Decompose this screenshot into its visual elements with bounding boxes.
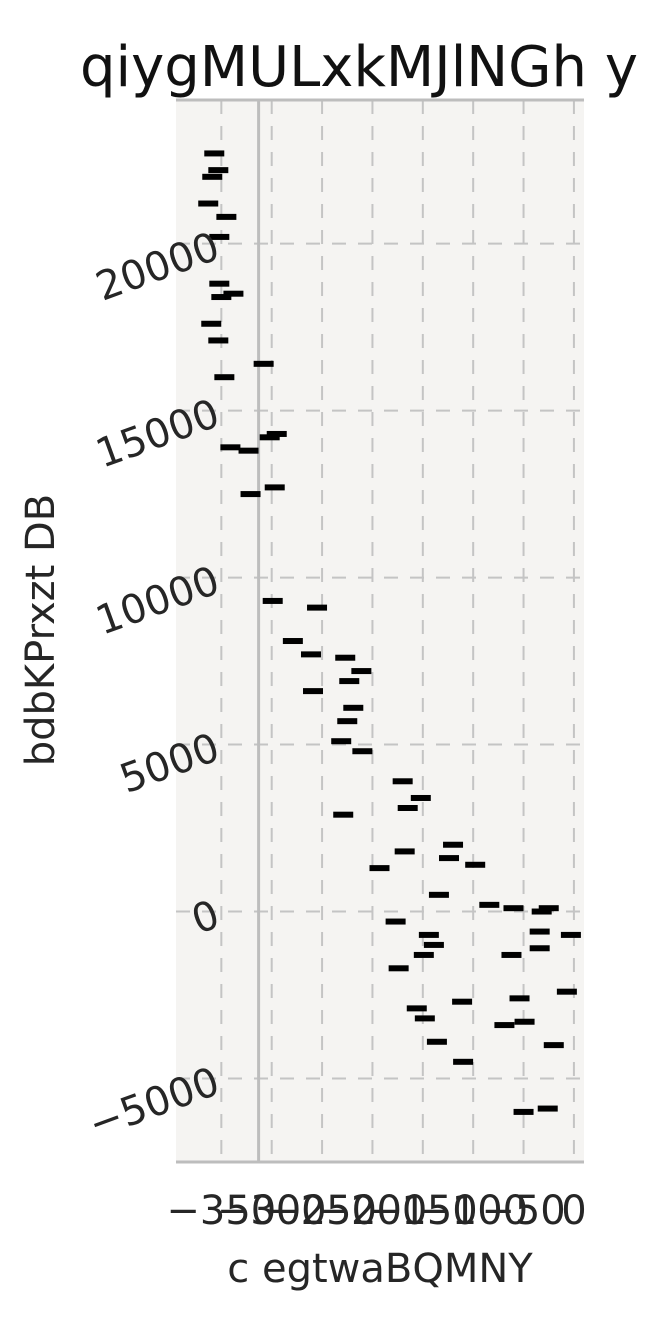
data-point bbox=[513, 1108, 534, 1115]
data-point bbox=[208, 167, 229, 174]
data-point bbox=[214, 374, 235, 381]
data-point bbox=[209, 233, 230, 240]
data-point bbox=[300, 651, 321, 658]
data-point bbox=[453, 1058, 474, 1065]
data-point bbox=[266, 430, 287, 437]
data-point bbox=[208, 337, 229, 344]
data-point bbox=[501, 951, 522, 958]
data-point bbox=[428, 891, 449, 898]
data-point bbox=[452, 998, 473, 1005]
data-point bbox=[418, 931, 439, 938]
data-point bbox=[538, 905, 559, 912]
data-point bbox=[426, 1038, 447, 1045]
data-point bbox=[282, 638, 303, 645]
data-point bbox=[369, 865, 390, 872]
data-point bbox=[397, 805, 418, 811]
data-point bbox=[406, 1005, 427, 1012]
data-point bbox=[238, 447, 259, 454]
data-point bbox=[439, 855, 460, 862]
data-point bbox=[394, 848, 415, 855]
data-point bbox=[204, 150, 225, 157]
data-point bbox=[443, 841, 464, 848]
x-tick-label: −250 bbox=[267, 1188, 377, 1234]
data-point bbox=[262, 597, 283, 604]
x-tick-label: −100 bbox=[418, 1188, 528, 1234]
x-tick-label: −50 bbox=[481, 1188, 565, 1234]
plot-background bbox=[176, 100, 584, 1162]
x-tick-label: 0 bbox=[561, 1188, 586, 1234]
x-tick-label: −200 bbox=[318, 1188, 428, 1234]
data-point bbox=[529, 945, 550, 952]
data-point bbox=[303, 688, 324, 695]
data-point bbox=[423, 941, 444, 948]
data-point bbox=[529, 928, 550, 935]
data-point bbox=[339, 678, 360, 685]
x-tick-label: −150 bbox=[368, 1188, 478, 1234]
data-point bbox=[343, 704, 364, 711]
data-point bbox=[556, 988, 577, 995]
data-point bbox=[211, 294, 232, 301]
x-axis-label: c egtwaBQMNY bbox=[227, 1246, 533, 1292]
data-point bbox=[385, 918, 406, 925]
data-point bbox=[216, 213, 237, 220]
data-point bbox=[264, 484, 285, 491]
data-point bbox=[307, 604, 328, 611]
x-tick-label: −350 bbox=[166, 1188, 276, 1234]
data-point bbox=[351, 668, 372, 675]
data-point bbox=[388, 965, 409, 972]
x-ticks: −350−300−250−200−150−100−500 bbox=[166, 1188, 586, 1234]
data-point bbox=[202, 173, 223, 180]
data-point bbox=[253, 360, 274, 367]
data-point bbox=[479, 901, 500, 908]
data-point bbox=[537, 1105, 558, 1112]
data-point bbox=[465, 861, 486, 868]
data-point bbox=[201, 320, 222, 327]
data-point bbox=[392, 778, 413, 785]
data-point bbox=[335, 654, 356, 661]
y-axis-label: bdbKPrxzt DB bbox=[18, 494, 64, 767]
data-point bbox=[209, 280, 230, 287]
data-point bbox=[413, 951, 434, 958]
data-point bbox=[198, 200, 219, 207]
data-point bbox=[410, 794, 431, 801]
data-point bbox=[333, 811, 354, 818]
data-point bbox=[220, 444, 241, 451]
data-point bbox=[223, 290, 244, 297]
data-point bbox=[503, 905, 524, 912]
data-point bbox=[331, 738, 352, 745]
data-point bbox=[494, 1022, 515, 1029]
x-tick-label: −300 bbox=[217, 1188, 327, 1234]
data-point bbox=[514, 1018, 535, 1025]
data-points bbox=[198, 150, 581, 1115]
data-point bbox=[352, 748, 373, 755]
data-point bbox=[240, 491, 261, 498]
grid bbox=[176, 100, 584, 1162]
data-point bbox=[560, 931, 581, 938]
data-point bbox=[531, 908, 552, 915]
chart-title: qiygMULxkMJlNGh y bbox=[80, 35, 638, 100]
data-point bbox=[259, 434, 280, 441]
data-point bbox=[414, 1015, 435, 1022]
data-point bbox=[509, 995, 530, 1002]
data-point bbox=[337, 718, 358, 725]
data-point bbox=[543, 1042, 564, 1049]
